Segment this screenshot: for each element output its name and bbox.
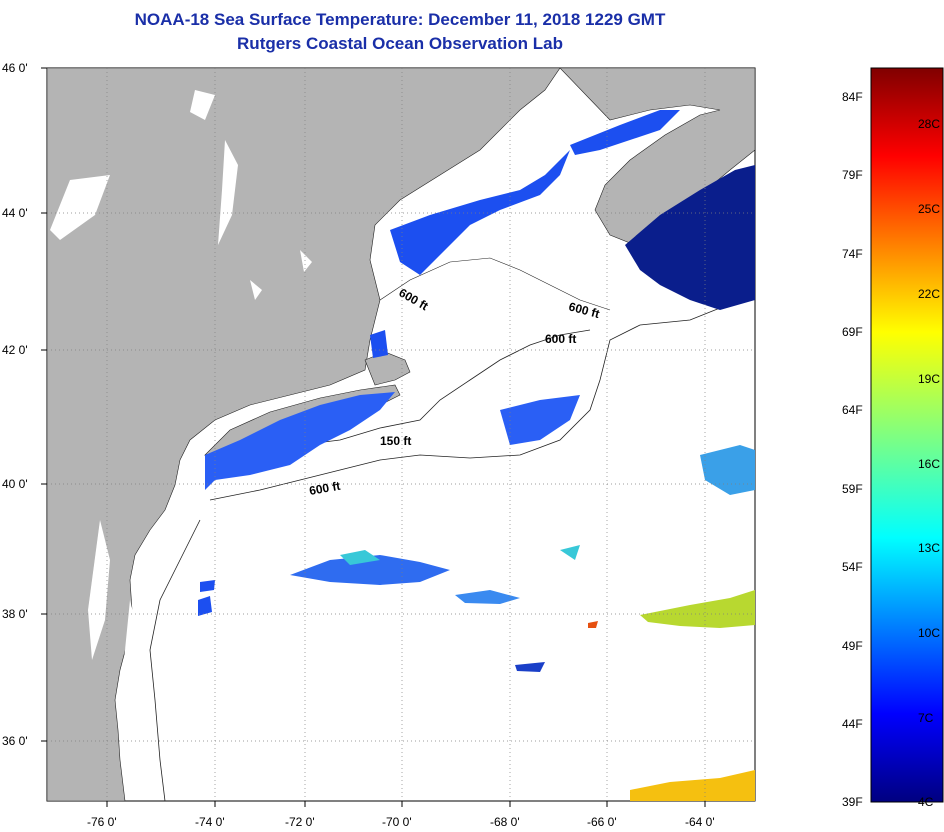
contour-label-600ft-d: 600 ft [308,479,341,498]
lon-label-70: -70 0' [382,815,412,829]
svg-text:10C: 10C [918,626,940,640]
svg-text:19C: 19C [918,372,940,386]
land-us-east-coast [47,68,561,801]
svg-text:54F: 54F [842,560,863,574]
lon-label-66: -66 0' [587,815,617,829]
contour-label-150ft: 150 ft [380,434,411,448]
colorbar-c-labels: 28C 25C 22C 19C 16C 13C 10C 7C 4C [918,117,940,809]
contour-600ft-shelf [149,519,201,801]
contour-600ft-west [209,299,741,501]
lon-label-76: -76 0' [87,815,117,829]
svg-text:16C: 16C [918,457,940,471]
map-subtitle: Rutgers Coastal Ocean Observation Lab [237,34,563,53]
svg-text:79F: 79F [842,168,863,182]
lon-label-64: -64 0' [685,815,715,829]
land-nova-scotia [559,68,755,246]
sst-warm-east [640,590,755,628]
sst-warm-south [630,770,755,801]
contour-label-600ft-c: 600 ft [545,332,576,346]
sst-patches [198,110,755,672]
lon-label-72: -72 0' [285,815,315,829]
colorbar [870,67,944,803]
svg-text:84F: 84F [842,90,863,104]
lat-label-44: 44 0' [2,206,28,220]
svg-text:22C: 22C [918,287,940,301]
svg-text:39F: 39F [842,795,863,809]
lat-label-36: 36 0' [2,734,28,748]
sst-cold-east [625,165,755,310]
svg-text:4C: 4C [918,795,934,809]
lat-label-42: 42 0' [2,343,28,357]
lat-label-40: 40 0' [2,477,28,491]
lat-label-46: 46 0' [2,61,28,75]
lon-label-68: -68 0' [490,815,520,829]
svg-text:59F: 59F [842,482,863,496]
colorbar-f-labels: 84F 79F 74F 69F 64F 59F 54F 49F 44F 39F [842,90,863,809]
svg-text:25C: 25C [918,202,940,216]
svg-text:64F: 64F [842,403,863,417]
svg-text:28C: 28C [918,117,940,131]
svg-text:69F: 69F [842,325,863,339]
svg-text:44F: 44F [842,717,863,731]
map-title: NOAA-18 Sea Surface Temperature: Decembe… [134,10,666,29]
lat-label-38: 38 0' [2,607,28,621]
svg-text:74F: 74F [842,247,863,261]
svg-text:49F: 49F [842,639,863,653]
lon-label-74: -74 0' [195,815,225,829]
svg-text:7C: 7C [918,711,934,725]
svg-text:13C: 13C [918,541,940,555]
